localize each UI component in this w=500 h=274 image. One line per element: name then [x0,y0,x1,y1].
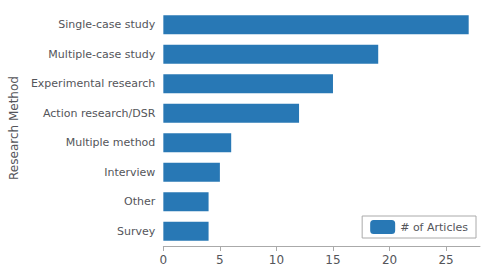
svg-text:Multiple-case study: Multiple-case study [48,48,155,61]
svg-text:Research Method: Research Method [7,76,21,180]
svg-text:Interview: Interview [104,166,155,179]
svg-text:15: 15 [325,253,340,267]
svg-text:Action research/DSR: Action research/DSR [43,107,156,120]
svg-text:Experimental research: Experimental research [31,77,155,90]
svg-text:Other: Other [124,195,156,208]
svg-text:0: 0 [160,253,168,267]
svg-text:# of Articles: # of Articles [400,221,468,234]
svg-text:20: 20 [382,253,397,267]
svg-text:25: 25 [438,253,453,267]
svg-text:5: 5 [216,253,224,267]
svg-text:Survey: Survey [117,225,156,238]
svg-text:Multiple method: Multiple method [66,136,156,149]
svg-text:Single-case study: Single-case study [58,18,156,31]
svg-text:10: 10 [269,253,284,267]
